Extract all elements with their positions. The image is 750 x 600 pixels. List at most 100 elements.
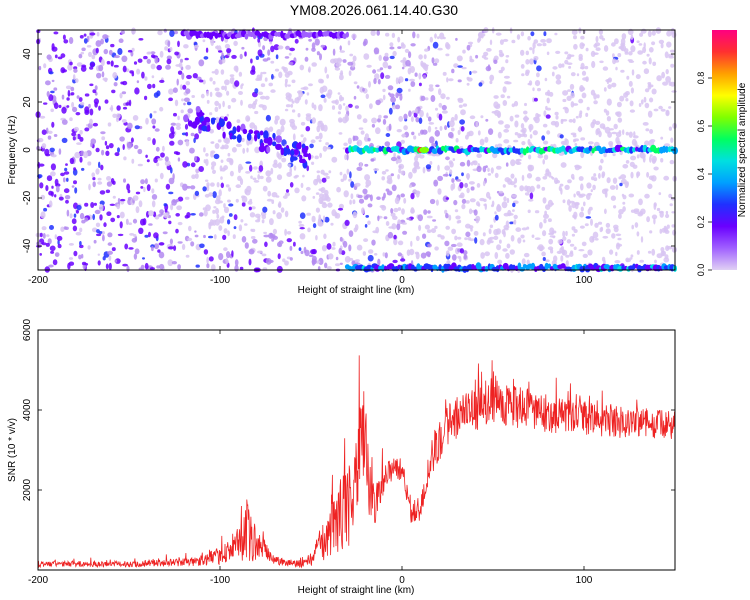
spectrogram-cell bbox=[328, 170, 332, 174]
spectrogram-cell bbox=[293, 241, 296, 247]
spectrogram-cell bbox=[262, 45, 266, 51]
spectrogram-cell bbox=[614, 38, 619, 45]
spectrogram-cell bbox=[212, 191, 217, 199]
spectrogram-cell bbox=[445, 225, 451, 230]
spectrogram-cell bbox=[39, 232, 43, 238]
snr-y-label: SNR (10 * v/v) bbox=[7, 418, 18, 482]
spectrogram-cell bbox=[97, 260, 101, 266]
spectrogram-cell bbox=[359, 162, 363, 168]
spectrogram-cell bbox=[151, 75, 155, 79]
spectrogram-cell bbox=[245, 161, 252, 164]
spectrogram-cell bbox=[422, 74, 427, 80]
spectrogram-cell bbox=[122, 263, 128, 267]
spectrogram-cell bbox=[194, 234, 199, 238]
spectrogram-cell bbox=[398, 115, 404, 122]
spectrogram-cell bbox=[324, 66, 328, 74]
spectrogram-cell bbox=[288, 52, 292, 56]
spectrogram-branch-cell bbox=[282, 147, 288, 157]
spectrogram-cell bbox=[289, 245, 293, 251]
spectrogram-cell bbox=[664, 229, 670, 234]
spectrogram-cell bbox=[423, 54, 427, 60]
spectrogram-branch-cell bbox=[263, 138, 269, 144]
spectrogram-cell bbox=[397, 240, 404, 246]
spectrogram-cell bbox=[113, 82, 118, 87]
spectrogram-cell bbox=[141, 71, 145, 79]
spectrogram-cell bbox=[434, 58, 440, 64]
spectrogram-cell bbox=[466, 82, 470, 86]
spectrogram-branch-cell bbox=[303, 153, 309, 158]
spectrogram-cell bbox=[493, 55, 499, 61]
spectrogram-cell bbox=[633, 210, 640, 215]
spectrogram-cell bbox=[252, 238, 258, 244]
spectrogram-cell bbox=[344, 154, 347, 161]
spectrogram-cell bbox=[503, 75, 510, 79]
spectrogram-cell bbox=[92, 213, 95, 221]
spectrogram-cell bbox=[284, 260, 289, 266]
spectrogram-cell bbox=[260, 83, 266, 88]
spectrogram-cell bbox=[401, 208, 405, 215]
spectrogram-cell bbox=[527, 166, 533, 172]
spectrogram-cell bbox=[414, 72, 418, 77]
spectrogram-cell bbox=[523, 115, 529, 123]
spectrogram-cell bbox=[488, 228, 492, 235]
spectrogram-cell bbox=[338, 247, 343, 255]
spectrogram-cell bbox=[451, 68, 455, 74]
spectrogram-cell bbox=[449, 169, 453, 175]
spectrogram-cell bbox=[127, 189, 131, 194]
spectrogram-cell bbox=[177, 139, 184, 146]
spectrogram-cell bbox=[233, 65, 239, 72]
spectrogram-cell bbox=[560, 119, 564, 124]
spectrogram-cell bbox=[112, 113, 117, 119]
spectrogram-cell bbox=[187, 237, 193, 242]
spectrogram-cell bbox=[447, 246, 454, 251]
spectrogram-cell bbox=[442, 173, 449, 177]
spectrogram-cell bbox=[184, 123, 189, 130]
spectrogram-cell bbox=[114, 55, 120, 59]
spectrogram-cell bbox=[115, 116, 120, 123]
spectrogram-cell bbox=[555, 115, 559, 120]
spectrogram-cell bbox=[383, 192, 386, 199]
spectrogram-cell bbox=[92, 122, 98, 127]
spectrogram-cell bbox=[326, 74, 329, 79]
spectrogram-cell bbox=[371, 123, 375, 128]
spectrogram-cell bbox=[440, 93, 446, 100]
spectrogram-cell bbox=[149, 113, 153, 119]
spectrogram-cell bbox=[375, 99, 381, 106]
spectrogram-cell bbox=[289, 121, 296, 128]
spectrogram-line-cell bbox=[211, 31, 216, 37]
spectrogram-cell bbox=[146, 184, 151, 192]
spectrogram-cell bbox=[558, 185, 562, 192]
spectrogram-cell bbox=[546, 97, 550, 104]
spectrogram-cell bbox=[194, 190, 200, 196]
spectrogram-cell bbox=[51, 43, 55, 50]
spectrogram-cell bbox=[603, 87, 607, 92]
spectrogram-cell bbox=[486, 48, 492, 52]
spectrogram-cell bbox=[257, 49, 263, 57]
spectrogram-cell bbox=[599, 35, 604, 40]
spectrogram-cell bbox=[332, 241, 336, 247]
spectrogram-cell bbox=[418, 54, 423, 60]
spectrogram-line-cell bbox=[588, 145, 593, 151]
spectrogram-cell bbox=[81, 47, 86, 52]
spectrogram-cell bbox=[211, 161, 217, 167]
spectrogram-cell bbox=[614, 59, 620, 63]
spectrogram-cell bbox=[327, 89, 333, 96]
spectrogram-cell bbox=[167, 246, 174, 250]
spectrogram-cell bbox=[45, 242, 50, 247]
spectrogram-cell bbox=[95, 168, 100, 175]
spectrogram-cell bbox=[272, 163, 279, 168]
spectrogram-cell bbox=[114, 259, 118, 263]
spectrogram-cell bbox=[459, 146, 464, 149]
spectrogram-cell bbox=[61, 94, 65, 100]
spectrogram-cell bbox=[150, 63, 156, 70]
spectrogram-cell bbox=[643, 68, 650, 75]
spectrogram-cell bbox=[377, 258, 381, 266]
spectrogram-cell bbox=[148, 231, 151, 238]
spectrogram-cell bbox=[84, 202, 89, 207]
spectrogram-cell bbox=[196, 76, 202, 81]
spectrogram-cell bbox=[145, 154, 148, 158]
spectrogram-cell bbox=[108, 143, 114, 149]
spectrogram-cell bbox=[429, 198, 436, 205]
spectrogram-cell bbox=[321, 202, 328, 209]
